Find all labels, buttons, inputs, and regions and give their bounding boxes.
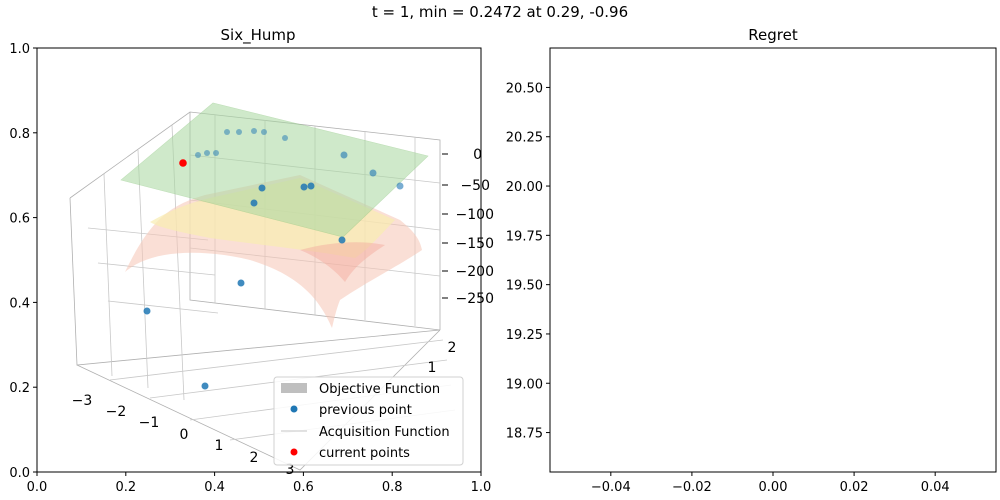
previous-point bbox=[195, 152, 201, 158]
previous-point bbox=[258, 184, 266, 192]
previous-point bbox=[224, 129, 230, 135]
previous-point bbox=[204, 150, 210, 156]
regret-title: Regret bbox=[748, 26, 798, 44]
figure-suptitle: t = 1, min = 0.2472 at 0.29, -0.96 bbox=[372, 3, 628, 21]
z3d-tick-labels: 0 −50 −100 −150 −200 −250 bbox=[456, 147, 494, 307]
y3d-tick-label: 1 bbox=[428, 360, 437, 376]
regret-y-tick-label: 20.50 bbox=[506, 81, 543, 96]
previous-point bbox=[396, 182, 404, 190]
z3d-tick-label: −200 bbox=[456, 264, 494, 280]
six-hump-title: Six_Hump bbox=[221, 26, 296, 45]
legend-label: current points bbox=[319, 446, 410, 461]
x3d-tick-label: −2 bbox=[106, 404, 127, 420]
regret-chart: Regret −0.04 −0.02 0.00 0.02 0.04 18.75 19.00 1… bbox=[506, 26, 997, 495]
regret-axes-frame bbox=[549, 47, 997, 473]
x3d-tick-label: 3 bbox=[286, 462, 295, 478]
previous-point bbox=[213, 150, 219, 156]
legend-label: previous point bbox=[319, 403, 412, 418]
six-hump-axes-frame bbox=[36, 47, 482, 473]
previous-point bbox=[369, 169, 377, 177]
y-tick-label: 0.4 bbox=[9, 296, 30, 311]
z3d-tick-label: 0 bbox=[473, 147, 482, 163]
previous-point bbox=[307, 182, 315, 190]
previous-point bbox=[300, 183, 308, 191]
y-tick-label: 1.0 bbox=[9, 42, 30, 57]
y-tick-label: 0.0 bbox=[9, 466, 30, 481]
regret-x-tick-label: −0.02 bbox=[672, 480, 712, 495]
z3d-tick-label: −100 bbox=[456, 207, 494, 223]
y-tick-label: 0.8 bbox=[9, 127, 30, 142]
legend-frame bbox=[273, 376, 464, 466]
x-tick-label: 0.4 bbox=[204, 480, 225, 495]
regret-y-tick-label: 20.00 bbox=[506, 180, 543, 195]
x3d-tick-label: 1 bbox=[215, 438, 224, 454]
current-point bbox=[179, 159, 187, 167]
z3d-tick-label: −250 bbox=[456, 291, 494, 307]
z3d-tick-label: −50 bbox=[460, 178, 490, 194]
x3d-tick-label: 0 bbox=[180, 427, 189, 443]
previous-point bbox=[236, 129, 242, 135]
x3d-tick-label: −3 bbox=[72, 393, 93, 409]
previous-point bbox=[282, 135, 288, 141]
x-tick-label: 0.2 bbox=[115, 480, 136, 495]
legend: Objective Function previous point Acquis… bbox=[273, 376, 464, 466]
regret-x-tick-label: 0.02 bbox=[840, 480, 869, 495]
y3d-tick-labels: 2 1 bbox=[428, 340, 457, 376]
regret-y-tick-label: 19.25 bbox=[506, 328, 543, 343]
sampled-points bbox=[143, 128, 404, 390]
legend-label: Objective Function bbox=[319, 382, 440, 397]
z3d-tick-label: −150 bbox=[456, 236, 494, 252]
previous-point bbox=[261, 129, 267, 135]
previous-point bbox=[143, 307, 151, 315]
previous-point bbox=[237, 279, 245, 287]
x-tick-label: 0.0 bbox=[27, 480, 48, 495]
previous-point bbox=[338, 236, 346, 244]
legend-swatch-previous bbox=[290, 405, 298, 413]
x-tick-label: 1.0 bbox=[471, 480, 492, 495]
previous-point bbox=[250, 199, 258, 207]
regret-axis-ticks: −0.04 −0.02 0.00 0.02 0.04 18.75 19.00 19.25 19.… bbox=[506, 81, 950, 495]
z3d-ticks bbox=[442, 153, 448, 299]
x3d-tick-label: −1 bbox=[139, 415, 160, 431]
six-hump-chart: Six_Hump bbox=[9, 26, 494, 495]
regret-x-tick-label: −0.04 bbox=[591, 480, 631, 495]
regret-y-tick-label: 18.75 bbox=[506, 427, 543, 442]
x3d-tick-label: 2 bbox=[250, 450, 259, 466]
regret-y-tick-label: 19.00 bbox=[506, 377, 543, 392]
x-tick-label: 0.6 bbox=[293, 480, 314, 495]
legend-label: Acquisition Function bbox=[319, 425, 450, 440]
y3d-tick-label: 2 bbox=[448, 340, 457, 356]
previous-point bbox=[251, 128, 257, 134]
regret-y-tick-label: 19.50 bbox=[506, 279, 543, 294]
previous-point bbox=[340, 151, 348, 159]
previous-point bbox=[201, 382, 209, 390]
legend-swatch-current bbox=[290, 448, 298, 456]
x-tick-label: 0.8 bbox=[382, 480, 403, 495]
x3d-tick-labels: −3 −2 −1 0 1 2 3 bbox=[72, 393, 295, 478]
outer-axis-ticks: 0.0 0.2 0.4 0.6 0.8 1.0 0.0 0.2 0.4 0.6 0.8 1.0 bbox=[9, 42, 491, 495]
regret-x-tick-label: 0.00 bbox=[759, 480, 788, 495]
acquisition-function-surface bbox=[120, 102, 429, 238]
y-tick-label: 0.2 bbox=[9, 381, 30, 396]
regret-y-tick-label: 19.75 bbox=[506, 229, 543, 244]
legend-swatch-objective bbox=[281, 383, 307, 393]
y-tick-label: 0.6 bbox=[9, 212, 30, 227]
regret-x-tick-label: 0.04 bbox=[921, 480, 950, 495]
regret-y-tick-label: 20.25 bbox=[506, 131, 543, 146]
